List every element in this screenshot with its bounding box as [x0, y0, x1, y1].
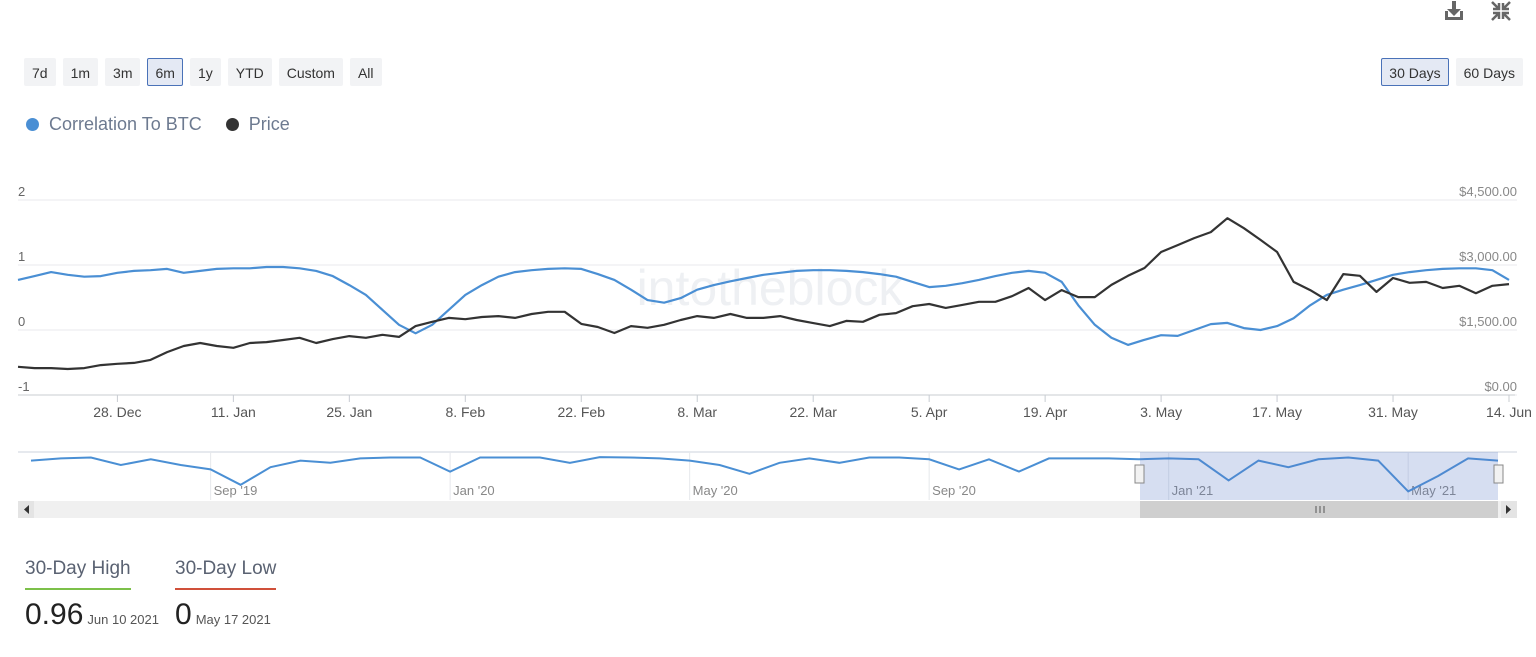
- legend-item[interactable]: Correlation To BTC: [26, 114, 202, 135]
- navigator-bg: [18, 452, 1517, 500]
- scrollbar-thumb[interactable]: [1140, 501, 1498, 518]
- legend-label: Correlation To BTC: [49, 114, 202, 134]
- x-tick-label: 3. May: [1140, 404, 1182, 420]
- line-series: [17, 217, 1510, 371]
- arrow-left: [24, 505, 29, 514]
- y2-tick-label: $1,500.00: [1459, 314, 1517, 329]
- button[interactable]: 7d: [24, 58, 56, 86]
- y-tick-label: 1: [18, 249, 25, 264]
- range-buttons: 7d 1m 3m 6m 1y YTD Custom All: [24, 58, 382, 86]
- y-tick-label: 2: [18, 184, 25, 199]
- x-tick-label: 28. Dec: [93, 404, 141, 420]
- stat-value: 0.96 Jun 10 2021: [25, 598, 159, 632]
- plot: 2 1 0 -1 $4,500.00 $3,000.00 $1,500.00 $0.00 28.…: [17, 184, 1532, 420]
- stat-label: 30-Day High: [25, 558, 131, 590]
- legend-label: Price: [248, 114, 290, 134]
- navigator-label: Sep '19: [214, 483, 258, 498]
- stat-label: 30-Day Low: [175, 558, 277, 590]
- x-tick-label: 22. Feb: [558, 404, 606, 420]
- x-tick-label: 11. Jan: [211, 404, 256, 420]
- button[interactable]: 6m: [147, 58, 183, 86]
- navigator-selection[interactable]: [1140, 452, 1498, 500]
- legend: Correlation To BTC Price: [26, 114, 290, 135]
- x-tick-label: 5. Apr: [911, 404, 948, 420]
- navigator-label: May '21: [1411, 483, 1456, 498]
- button[interactable]: Custom: [278, 58, 343, 86]
- button[interactable]: 1m: [62, 58, 99, 86]
- navigator-handle[interactable]: [1493, 464, 1504, 484]
- legend-item[interactable]: Price: [225, 114, 290, 135]
- line-series: [17, 265, 1510, 346]
- button[interactable]: 30 Days: [1381, 58, 1449, 86]
- y2-tick-label: $0.00: [1484, 379, 1517, 394]
- navigator-label: May '20: [693, 483, 738, 498]
- x-tick-label: 17. May: [1252, 404, 1302, 420]
- y2-tick-label: $4,500.00: [1459, 184, 1517, 199]
- legend-dot: [26, 118, 39, 131]
- legend-dot: [225, 118, 239, 131]
- button[interactable]: All: [349, 58, 382, 86]
- x-tick-label: 22. Mar: [789, 404, 837, 420]
- stat-number: 0.96: [25, 598, 84, 631]
- scrollbar-grip: [1315, 506, 1325, 513]
- button[interactable]: YTD: [227, 58, 272, 86]
- x-tick-label: 25. Jan: [326, 404, 372, 420]
- x-tick-label: 14. Jun: [1486, 404, 1532, 420]
- navigator: Sep '19 Jan '20 May '20 Sep '20 Jan '21 May '…: [18, 451, 1517, 518]
- button[interactable]: 3m: [105, 58, 141, 86]
- y-tick-label: 0: [18, 314, 25, 329]
- stat-date: Jun 10 2021: [87, 612, 159, 627]
- arrow-right: [1506, 505, 1511, 514]
- navigator-handle[interactable]: [1134, 464, 1145, 484]
- navigator-label: Jan '20: [453, 483, 495, 498]
- watermark: intotheblock: [637, 260, 905, 316]
- navigator-series: [30, 456, 1499, 493]
- x-tick-label: 8. Mar: [677, 404, 717, 420]
- button[interactable]: 1y: [189, 58, 221, 86]
- download-icon[interactable]: [1445, 1, 1463, 20]
- stat-number: 0: [175, 598, 192, 631]
- stat: 30-Day High 0.96 Jun 10 2021: [25, 558, 159, 632]
- x-tick-label: 8. Feb: [445, 404, 485, 420]
- button[interactable]: 60 Days: [1455, 58, 1523, 86]
- stat-value: 0 May 17 2021: [175, 598, 276, 632]
- stat: 30-Day Low 0 May 17 2021: [175, 558, 277, 632]
- stat-date: May 17 2021: [195, 612, 271, 627]
- window-buttons: 30 Days 60 Days: [1381, 58, 1523, 86]
- y2-tick-label: $3,000.00: [1459, 249, 1517, 264]
- x-tick-label: 19. Apr: [1023, 404, 1068, 420]
- y-tick-label: -1: [18, 379, 30, 394]
- navigator-label: Sep '20: [932, 483, 976, 498]
- x-tick-label: 31. May: [1368, 404, 1418, 420]
- navigator-label: Jan '21: [1172, 483, 1214, 498]
- collapse-icon[interactable]: [1491, 1, 1511, 21]
